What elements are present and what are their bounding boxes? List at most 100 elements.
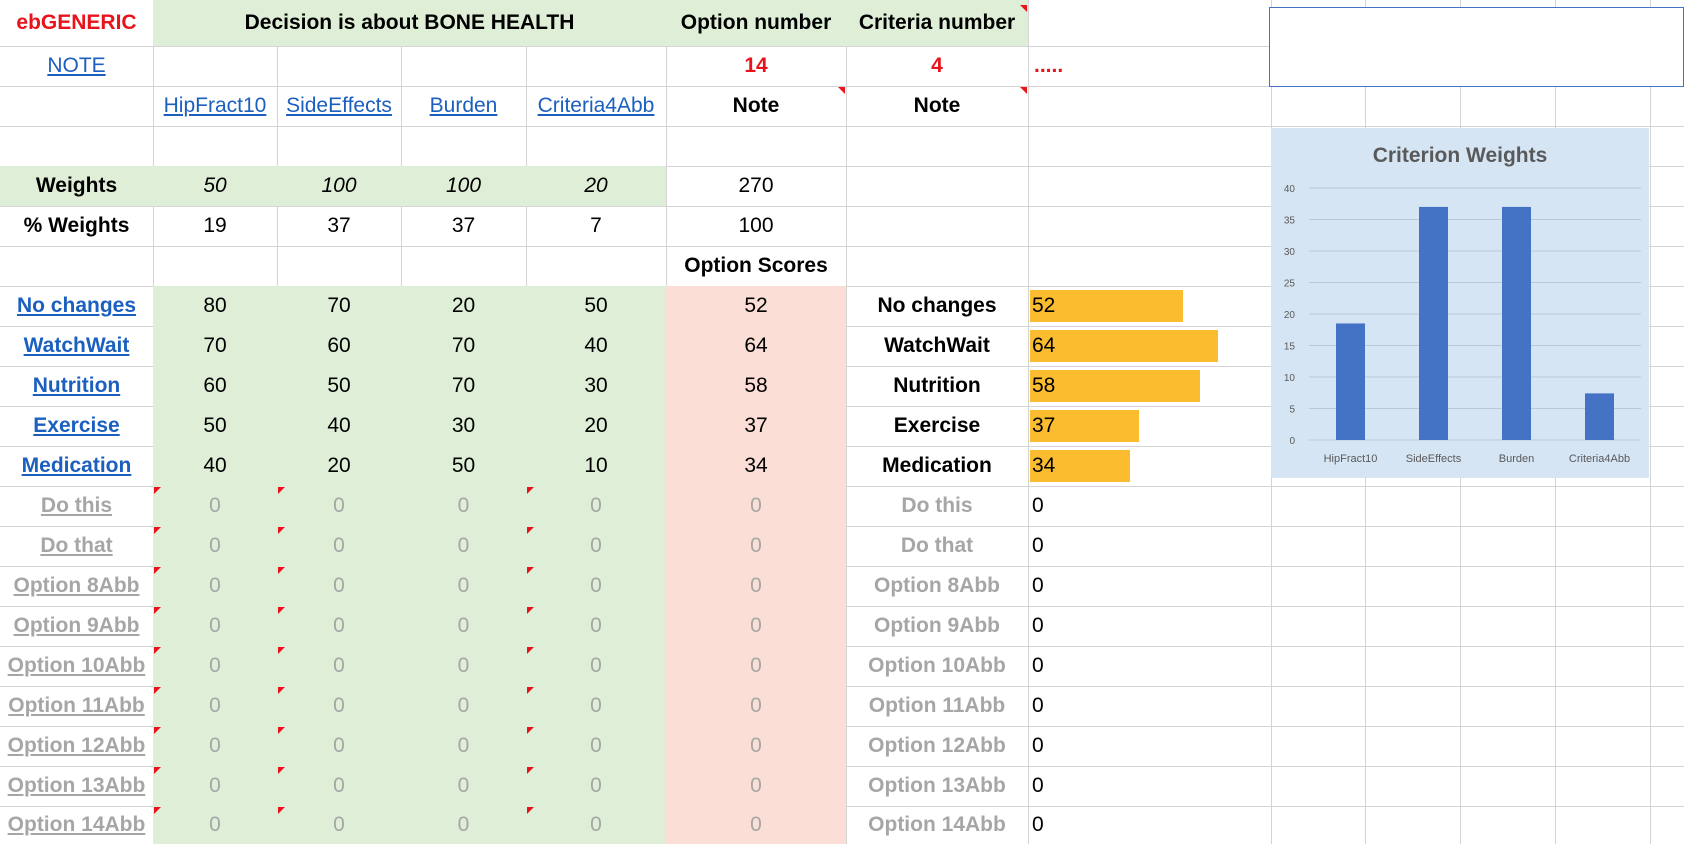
- option-score-cell[interactable]: 50: [451, 454, 476, 477]
- comment-indicator[interactable]: [278, 647, 285, 654]
- weight-value[interactable]: 100: [321, 174, 357, 197]
- comment-indicator[interactable]: [527, 727, 534, 734]
- option-score-cell[interactable]: 0: [333, 574, 345, 597]
- option-score-cell[interactable]: 0: [590, 694, 602, 717]
- option-score-cell[interactable]: 0: [333, 654, 345, 677]
- option-score-cell[interactable]: 0: [333, 813, 345, 836]
- criterion-link[interactable]: Criteria4Abb: [537, 94, 655, 117]
- option-score-cell[interactable]: 0: [590, 614, 602, 637]
- option-score-cell[interactable]: 60: [203, 374, 227, 397]
- criterion-link[interactable]: SideEffects: [286, 94, 392, 117]
- comment-indicator[interactable]: [278, 527, 285, 534]
- comment-indicator[interactable]: [527, 527, 534, 534]
- option-score-cell[interactable]: 0: [457, 774, 470, 797]
- criterion-link[interactable]: Burden: [429, 94, 498, 117]
- comment-indicator[interactable]: [278, 487, 285, 494]
- option-name-link[interactable]: Option 13Abb: [7, 774, 146, 797]
- option-score-cell[interactable]: 0: [457, 654, 470, 677]
- option-score-cell[interactable]: 0: [590, 774, 602, 797]
- option-score-cell[interactable]: 0: [590, 734, 602, 757]
- comment-indicator[interactable]: [1020, 5, 1027, 12]
- comment-indicator[interactable]: [527, 687, 534, 694]
- option-score-cell[interactable]: 0: [590, 574, 602, 597]
- option-score-cell[interactable]: 0: [457, 734, 470, 757]
- option-score-cell[interactable]: 0: [333, 774, 345, 797]
- option-score-cell[interactable]: 50: [203, 414, 227, 437]
- option-score-cell[interactable]: 0: [209, 494, 221, 517]
- option-score-cell[interactable]: 70: [203, 334, 227, 357]
- comment-indicator[interactable]: [527, 647, 534, 654]
- option-score-cell[interactable]: 0: [333, 694, 345, 717]
- option-score-cell[interactable]: 0: [457, 494, 470, 517]
- option-score-cell[interactable]: 40: [203, 454, 227, 477]
- comment-indicator[interactable]: [154, 527, 161, 534]
- option-score-cell[interactable]: 0: [209, 694, 221, 717]
- option-score-cell[interactable]: 0: [457, 574, 470, 597]
- comment-indicator[interactable]: [527, 807, 534, 814]
- option-score-cell[interactable]: 0: [590, 813, 602, 836]
- option-score-cell[interactable]: 0: [333, 534, 345, 557]
- option-score-cell[interactable]: 30: [451, 414, 476, 437]
- comment-indicator[interactable]: [154, 687, 161, 694]
- option-score-cell[interactable]: 0: [590, 494, 602, 517]
- option-name-link[interactable]: Do this: [40, 494, 113, 517]
- note-text-box[interactable]: [1269, 7, 1684, 87]
- comment-indicator[interactable]: [278, 727, 285, 734]
- option-name-link[interactable]: Do that: [40, 534, 113, 557]
- option-name-link[interactable]: Option 10Abb: [7, 654, 146, 677]
- option-score-cell[interactable]: 40: [584, 334, 608, 357]
- comment-indicator[interactable]: [527, 567, 534, 574]
- option-name-link[interactable]: Option 12Abb: [7, 734, 146, 757]
- comment-indicator[interactable]: [1020, 87, 1027, 94]
- criterion-link[interactable]: HipFract10: [163, 94, 267, 117]
- option-score-cell[interactable]: 0: [333, 734, 345, 757]
- option-score-cell[interactable]: 0: [333, 494, 345, 517]
- criteria-number-value[interactable]: 4: [931, 54, 943, 77]
- option-score-cell[interactable]: 10: [584, 454, 608, 477]
- comment-indicator[interactable]: [154, 767, 161, 774]
- comment-indicator[interactable]: [838, 87, 845, 94]
- option-score-cell[interactable]: 0: [590, 534, 602, 557]
- option-score-cell[interactable]: 50: [327, 374, 351, 397]
- option-score-cell[interactable]: 0: [209, 614, 221, 637]
- comment-indicator[interactable]: [154, 647, 161, 654]
- option-score-cell[interactable]: 0: [209, 534, 221, 557]
- option-name-link[interactable]: Option 14Abb: [7, 813, 146, 836]
- option-score-cell[interactable]: 20: [584, 414, 608, 437]
- option-number-value[interactable]: 14: [744, 54, 768, 77]
- option-score-cell[interactable]: 80: [203, 294, 227, 317]
- option-score-cell[interactable]: 30: [584, 374, 608, 397]
- option-score-cell[interactable]: 0: [209, 654, 221, 677]
- option-score-cell[interactable]: 0: [209, 774, 221, 797]
- option-score-cell[interactable]: 0: [457, 534, 470, 557]
- comment-indicator[interactable]: [154, 607, 161, 614]
- comment-indicator[interactable]: [278, 767, 285, 774]
- option-name-link[interactable]: WatchWait: [23, 334, 130, 357]
- option-score-cell[interactable]: 0: [457, 694, 470, 717]
- option-name-link[interactable]: No changes: [16, 294, 137, 317]
- option-score-cell[interactable]: 0: [457, 614, 470, 637]
- option-score-cell[interactable]: 70: [451, 374, 476, 397]
- comment-indicator[interactable]: [527, 767, 534, 774]
- note-link[interactable]: NOTE: [47, 54, 106, 77]
- option-name-link[interactable]: Option 8Abb: [13, 574, 140, 597]
- option-score-cell[interactable]: 50: [584, 294, 608, 317]
- option-score-cell[interactable]: 0: [209, 734, 221, 757]
- option-score-cell[interactable]: 20: [327, 454, 351, 477]
- comment-indicator[interactable]: [527, 487, 534, 494]
- option-name-link[interactable]: Option 11Abb: [8, 694, 145, 717]
- comment-indicator[interactable]: [154, 567, 161, 574]
- option-name-link[interactable]: Nutrition: [32, 374, 121, 397]
- comment-indicator[interactable]: [278, 687, 285, 694]
- criterion-weights-chart[interactable]: Criterion Weights 0 5 10 15 20 25 30 35 40 HipFrac…: [1271, 128, 1649, 478]
- option-score-cell[interactable]: 70: [451, 334, 476, 357]
- option-name-link[interactable]: Exercise: [33, 414, 120, 437]
- comment-indicator[interactable]: [154, 807, 161, 814]
- option-score-cell[interactable]: 0: [209, 813, 221, 836]
- weight-value[interactable]: 50: [203, 174, 227, 197]
- comment-indicator[interactable]: [278, 807, 285, 814]
- option-score-cell[interactable]: 0: [333, 614, 345, 637]
- option-score-cell[interactable]: 0: [209, 574, 221, 597]
- option-score-cell[interactable]: 0: [457, 813, 470, 836]
- option-name-link[interactable]: Option 9Abb: [13, 614, 140, 637]
